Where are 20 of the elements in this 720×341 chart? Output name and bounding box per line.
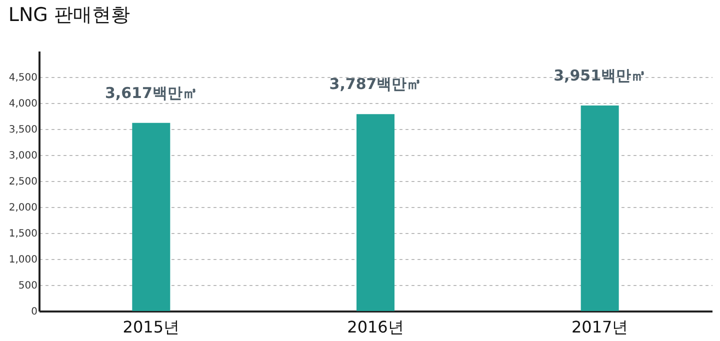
y-tick-label: 2,000	[8, 202, 38, 214]
y-tick-label: 0	[31, 306, 38, 318]
bar	[580, 106, 619, 311]
y-tick-label: 1,000	[8, 254, 38, 266]
y-tick-label: 1,500	[8, 228, 38, 240]
data-label: 3,787백만㎥	[329, 75, 422, 94]
data-label: 3,617백만㎥	[104, 84, 198, 102]
y-tick-label: 3,000	[8, 150, 38, 162]
y-tick-label: 500	[18, 280, 38, 292]
y-tick-label: 4,000	[8, 98, 38, 110]
x-tick-label: 2017년	[571, 318, 628, 336]
y-tick-label: 4,500	[8, 72, 38, 84]
chart-title: LNG 판매현황	[8, 4, 130, 26]
y-tick-label: 3,500	[8, 124, 38, 136]
data-label: 3,951백만㎥	[554, 66, 646, 85]
bar	[132, 122, 170, 311]
x-tick-label: 2015년	[122, 318, 180, 336]
y-tick-label: 2,500	[8, 176, 38, 188]
bar	[356, 114, 394, 311]
x-tick-label: 2016년	[347, 318, 404, 336]
